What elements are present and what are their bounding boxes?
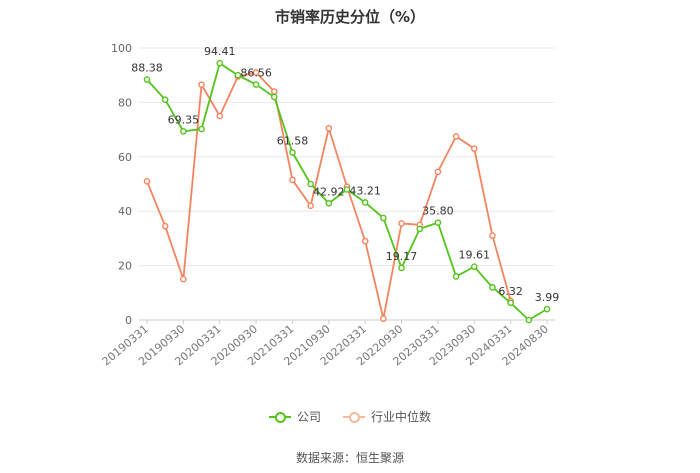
data-labels: 88.38 69.35 94.41 86.56 61.58 42.92 43.21 19.17…	[131, 45, 559, 304]
data-label-company: 88.38	[131, 62, 163, 75]
legend-item-industry-median[interactable]: 行业中位数	[343, 408, 431, 425]
data-point-company	[398, 264, 405, 272]
data-label-company: 86.56	[240, 67, 272, 80]
data-label-company: 42.92	[313, 185, 345, 198]
data-point-industry-median	[143, 177, 151, 185]
legend-label-company: 公司	[296, 410, 321, 424]
data-point-company	[252, 81, 260, 88]
data-point-company	[161, 96, 169, 103]
data-point-industry-median	[307, 202, 314, 210]
data-point-industry-median	[325, 124, 333, 132]
legend-label-industry-median: 行业中位数	[371, 410, 432, 424]
chart-title: 市销率历史分位（%）	[274, 8, 426, 26]
data-point-company	[543, 305, 551, 313]
data-point-company	[416, 225, 424, 233]
data-point-industry-median	[289, 176, 296, 184]
legend-item-company[interactable]: 公司	[268, 408, 321, 425]
data-point-company	[289, 149, 296, 156]
y-tick-label: 20	[118, 260, 132, 273]
data-point-industry-median	[361, 237, 369, 245]
y-tick-label: 40	[118, 205, 132, 218]
legend: 公司 行业中位数	[0, 408, 700, 425]
data-point-company	[180, 128, 187, 135]
data-label-company: 3.99	[535, 291, 560, 304]
legend-swatch-company	[268, 411, 291, 423]
y-tick-label: 60	[118, 151, 132, 164]
data-point-industry-median	[270, 88, 278, 95]
data-point-industry-median	[180, 275, 187, 283]
data-label-company: 43.21	[349, 184, 381, 197]
data-label-company: 6.32	[498, 285, 523, 298]
data-point-company	[198, 125, 205, 133]
data-point-company	[343, 186, 351, 193]
data-point-company	[325, 199, 333, 207]
series-lines	[143, 59, 551, 324]
data-label-company: 61.58	[277, 135, 309, 148]
legend-swatch-industry-median	[343, 411, 365, 423]
data-point-company	[470, 263, 478, 270]
data-label-company: 94.41	[204, 45, 236, 58]
data-point-industry-median	[489, 232, 496, 239]
data-point-industry-median	[198, 81, 205, 89]
grid-lines	[139, 47, 555, 321]
data-point-industry-median	[252, 69, 260, 76]
data-point-company	[234, 71, 242, 79]
y-tick-label: 100	[111, 42, 132, 55]
data-point-industry-median	[452, 133, 460, 140]
data-label-company: 35.80	[422, 205, 454, 218]
data-point-company	[143, 76, 151, 83]
data-point-company	[434, 219, 442, 226]
data-point-company	[270, 93, 278, 101]
data-point-industry-median	[216, 112, 224, 120]
data-point-industry-median	[398, 220, 405, 227]
data-point-company	[507, 299, 514, 307]
data-point-company	[361, 199, 369, 206]
data-point-company	[380, 214, 387, 222]
data-label-company: 19.61	[459, 249, 491, 262]
y-tick-label: 80	[118, 96, 132, 109]
data-point-company	[489, 284, 496, 291]
data-point-industry-median	[434, 168, 442, 176]
data-source-note: 数据来源：恒生聚源	[295, 451, 404, 465]
data-point-company	[525, 316, 533, 324]
data-label-company: 19.17	[386, 250, 418, 263]
data-point-industry-median	[161, 222, 169, 230]
data-point-industry-median	[380, 315, 387, 322]
y-tick-label: 0	[125, 314, 132, 327]
data-point-company	[452, 273, 460, 280]
axes: 0204060801002019033120190930202003312020…	[100, 42, 551, 368]
data-point-company	[216, 59, 224, 67]
data-point-industry-median	[470, 145, 478, 152]
data-point-company	[307, 180, 314, 188]
data-label-company: 69.35	[168, 113, 200, 126]
